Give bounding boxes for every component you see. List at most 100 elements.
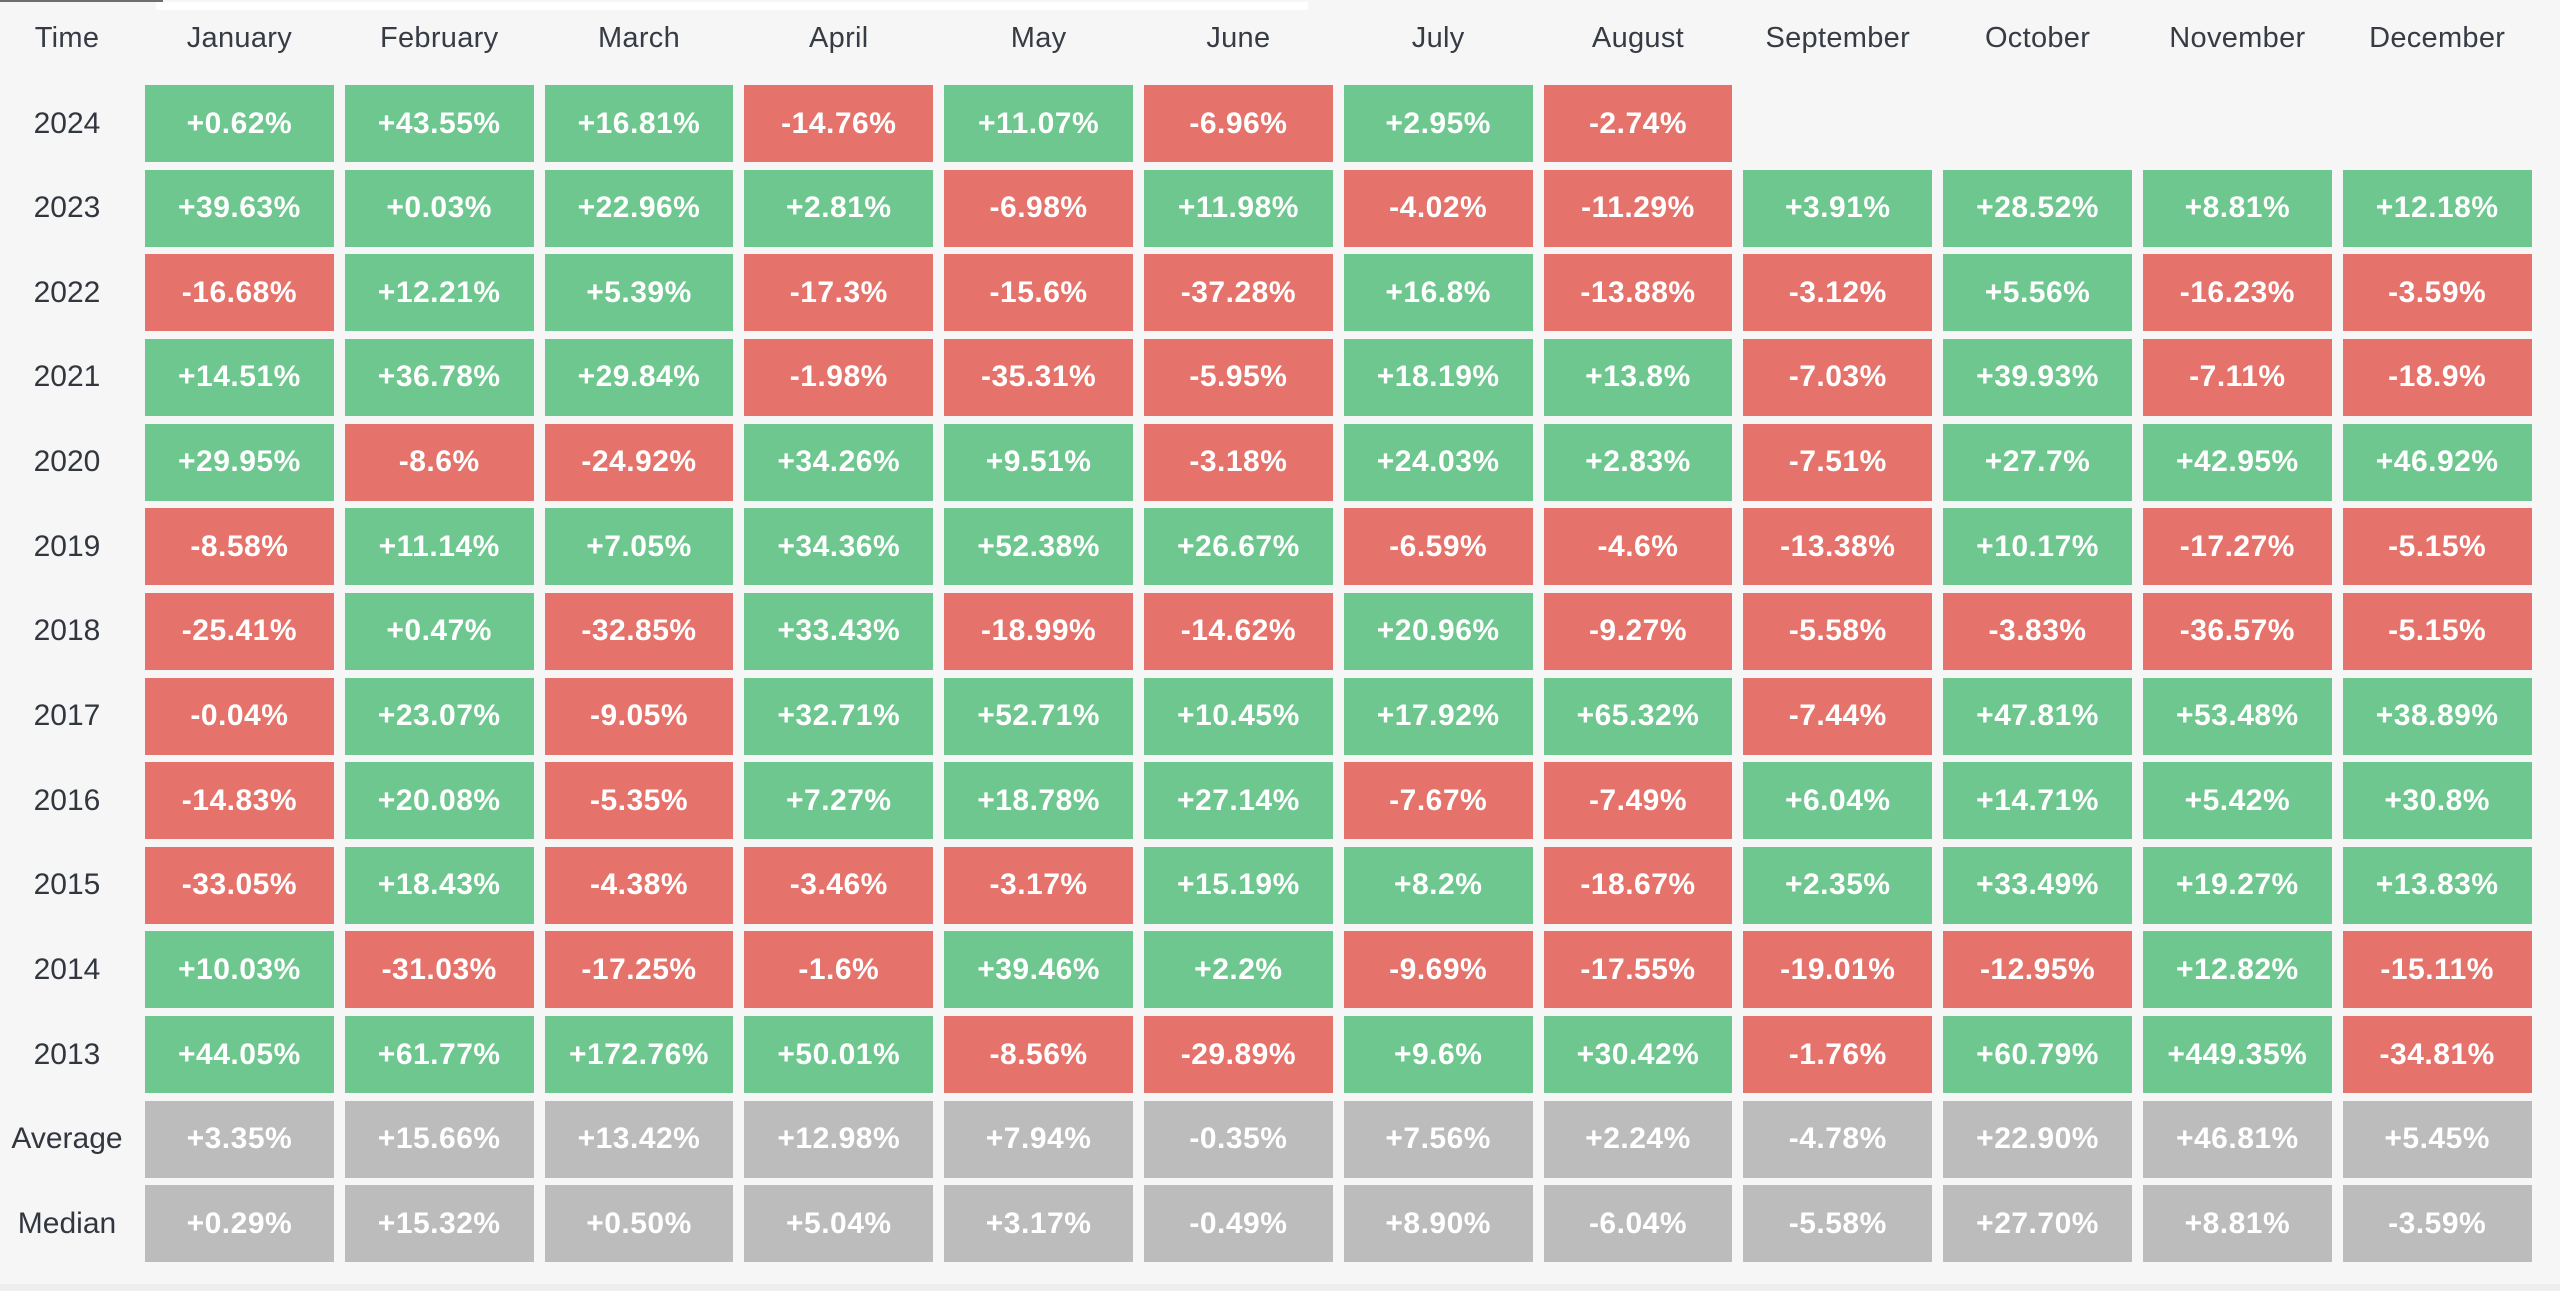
- bottom-page-strip: [0, 1284, 2560, 1291]
- cell-2014-may: +39.46%: [944, 931, 1133, 1009]
- row-label-average: Average: [11, 1122, 123, 1156]
- cell-2020-august: +2.83%: [1543, 423, 1733, 501]
- cell-2020-october: +27.7%: [1943, 423, 2132, 501]
- cell-2013-january: +44.05%: [145, 1016, 334, 1094]
- row-label-2022: 2022: [33, 275, 101, 309]
- cell-median-october: +27.70%: [1943, 1185, 2132, 1263]
- cell-2022-october: +5.56%: [1943, 254, 2132, 332]
- cell-2013-september: -1.76%: [1743, 1016, 1933, 1094]
- cell-2018-september: -5.58%: [1743, 592, 1933, 670]
- cell-2013-may: -8.56%: [944, 1016, 1133, 1094]
- cell-2017-february: +23.07%: [344, 677, 534, 755]
- card-edge-artifact: [156, 2, 1308, 10]
- cell-2013-august: +30.42%: [1543, 1016, 1733, 1094]
- cell-2016-october: +14.71%: [1943, 762, 2132, 840]
- cell-2014-august: -17.55%: [1543, 931, 1733, 1009]
- cell-2024-june: -6.96%: [1143, 85, 1333, 163]
- cell-median-april: +5.04%: [744, 1185, 934, 1263]
- cell-median-december: -3.59%: [2342, 1185, 2532, 1263]
- cell-2017-august: +65.32%: [1543, 677, 1733, 755]
- column-header-february: February: [379, 22, 499, 55]
- column-header-march: March: [597, 22, 681, 55]
- cell-2021-august: +13.8%: [1543, 338, 1733, 416]
- cell-2014-january: +10.03%: [145, 931, 334, 1009]
- cell-average-may: +7.94%: [944, 1100, 1133, 1178]
- cell-2016-march: -5.35%: [544, 762, 734, 840]
- cell-2020-november: +42.95%: [2142, 423, 2332, 501]
- row-label-median: Median: [17, 1206, 117, 1240]
- cell-2016-july: -7.67%: [1343, 762, 1533, 840]
- cell-2015-july: +8.2%: [1343, 846, 1533, 924]
- cell-2021-november: -7.11%: [2142, 338, 2332, 416]
- cell-2022-may: -15.6%: [944, 254, 1133, 332]
- cell-2022-december: -3.59%: [2342, 254, 2532, 332]
- cell-2020-june: -3.18%: [1143, 423, 1333, 501]
- cell-2018-january: -25.41%: [145, 592, 334, 670]
- cell-2014-november: +12.82%: [2142, 931, 2332, 1009]
- cell-2024-may: +11.07%: [944, 85, 1133, 163]
- cell-2022-january: -16.68%: [145, 254, 334, 332]
- cell-2013-november: +449.35%: [2142, 1016, 2332, 1094]
- cell-2018-may: -18.99%: [944, 592, 1133, 670]
- cell-2018-april: +33.43%: [744, 592, 934, 670]
- cell-2016-june: +27.14%: [1143, 762, 1333, 840]
- cell-2024-november: [2143, 85, 2332, 162]
- cell-2015-january: -33.05%: [145, 846, 334, 924]
- cell-2014-september: -19.01%: [1743, 931, 1933, 1009]
- cell-2024-february: +43.55%: [344, 85, 534, 163]
- cell-2024-september: [1743, 85, 1932, 162]
- cell-2021-may: -35.31%: [944, 338, 1133, 416]
- cell-average-october: +22.90%: [1943, 1100, 2132, 1178]
- cell-2018-june: -14.62%: [1143, 592, 1333, 670]
- cell-2020-december: +46.92%: [2342, 423, 2532, 501]
- row-label-2019: 2019: [33, 529, 101, 563]
- cell-2016-december: +30.8%: [2342, 762, 2532, 840]
- cell-2023-december: +12.18%: [2342, 169, 2532, 247]
- cell-2019-march: +7.05%: [544, 508, 734, 586]
- column-header-september: September: [1765, 22, 1911, 55]
- cell-2023-july: -4.02%: [1343, 169, 1533, 247]
- cell-2016-november: +5.42%: [2142, 762, 2332, 840]
- cell-2014-july: -9.69%: [1343, 931, 1533, 1009]
- row-label-2023: 2023: [33, 191, 101, 225]
- cell-2021-january: +14.51%: [145, 338, 334, 416]
- cell-average-february: +15.66%: [344, 1100, 534, 1178]
- cell-2014-april: -1.6%: [744, 931, 934, 1009]
- cell-average-april: +12.98%: [744, 1100, 934, 1178]
- cell-2017-march: -9.05%: [544, 677, 734, 755]
- cell-2018-october: -3.83%: [1943, 592, 2132, 670]
- cell-median-september: -5.58%: [1743, 1185, 1933, 1263]
- cell-2017-april: +32.71%: [744, 677, 934, 755]
- cell-median-may: +3.17%: [944, 1185, 1133, 1263]
- monthly-returns-heatmap-table: Time January February March April May June July…: [11, 22, 2532, 1263]
- cell-2018-august: -9.27%: [1543, 592, 1733, 670]
- cell-2022-june: -37.28%: [1143, 254, 1333, 332]
- cell-2016-april: +7.27%: [744, 762, 934, 840]
- cell-2015-june: +15.19%: [1143, 846, 1333, 924]
- cell-2019-january: -8.58%: [145, 508, 334, 586]
- cell-2020-september: -7.51%: [1743, 423, 1933, 501]
- cell-2016-may: +18.78%: [944, 762, 1133, 840]
- cell-2023-august: -11.29%: [1543, 169, 1733, 247]
- column-header-may: May: [1010, 22, 1067, 55]
- cell-2023-june: +11.98%: [1143, 169, 1333, 247]
- cell-average-january: +3.35%: [145, 1100, 334, 1178]
- row-label-2013: 2013: [33, 1037, 101, 1071]
- cell-2021-october: +39.93%: [1943, 338, 2132, 416]
- cell-average-june: -0.35%: [1143, 1100, 1333, 1178]
- cell-2019-december: -5.15%: [2342, 508, 2532, 586]
- column-header-november: November: [2169, 22, 2306, 55]
- cell-2015-april: -3.46%: [744, 846, 934, 924]
- cell-2018-july: +20.96%: [1343, 592, 1533, 670]
- cell-2016-january: -14.83%: [145, 762, 334, 840]
- cell-2013-july: +9.6%: [1343, 1016, 1533, 1094]
- column-header-april: April: [809, 22, 869, 55]
- cell-2021-december: -18.9%: [2342, 338, 2532, 416]
- cell-median-june: -0.49%: [1143, 1185, 1333, 1263]
- column-header-june: June: [1206, 22, 1271, 55]
- cell-2023-march: +22.96%: [544, 169, 734, 247]
- cell-2015-october: +33.49%: [1943, 846, 2132, 924]
- cell-2023-january: +39.63%: [145, 169, 334, 247]
- cell-average-december: +5.45%: [2342, 1100, 2532, 1178]
